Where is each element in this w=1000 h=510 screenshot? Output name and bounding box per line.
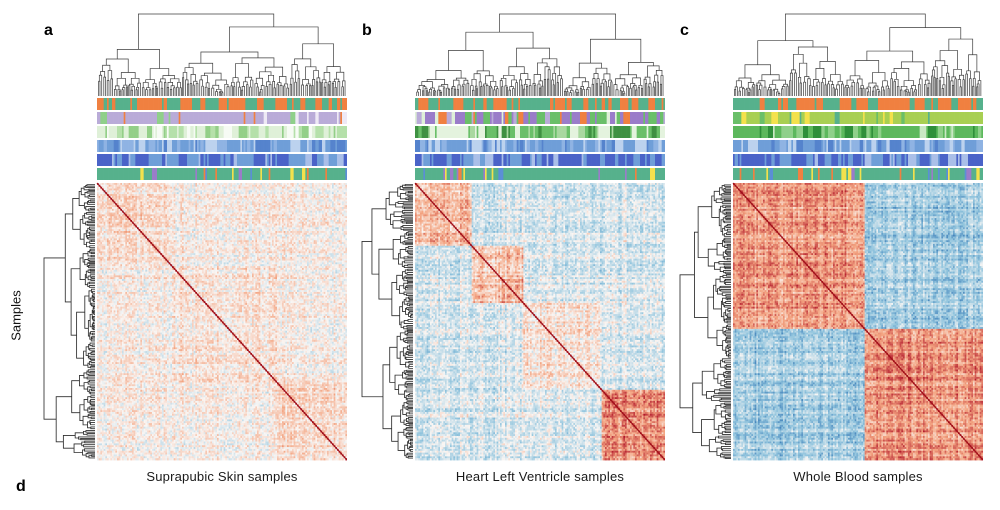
panel-c: Whole Blood samples [676,10,983,484]
panel-label-d: d [16,478,26,495]
panel-a-caption: Suprapubic Skin samples [146,469,298,484]
panel-a-clustered-heatmap [40,10,347,462]
panel-b-caption: Heart Left Ventricle samples [455,469,625,484]
panel-c-caption: Whole Blood samples [793,469,923,484]
panel-c-clustered-heatmap [676,10,983,462]
panel-a: Suprapubic Skin samples [40,10,347,484]
panel-b: Heart Left Ventricle samples [358,10,665,484]
y-axis-label-samples: Samples [8,290,24,341]
panel-b-clustered-heatmap [358,10,665,462]
